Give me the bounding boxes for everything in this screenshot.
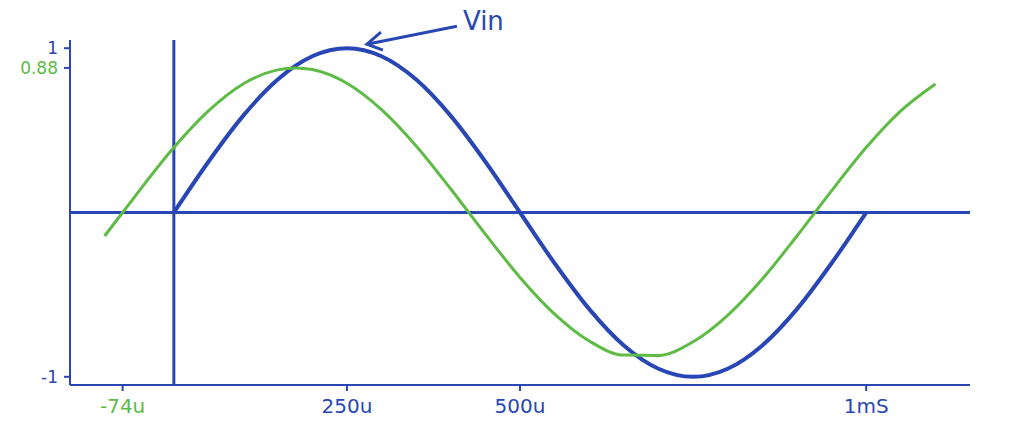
svg-text:250u: 250u <box>321 394 372 418</box>
svg-text:-74u: -74u <box>100 394 145 418</box>
svg-text:-1: -1 <box>41 367 58 387</box>
svg-text:500u: 500u <box>495 394 546 418</box>
svg-text:1mS: 1mS <box>844 394 889 418</box>
svg-text:1: 1 <box>47 38 58 58</box>
svg-text:Vin: Vin <box>463 6 504 36</box>
svg-text:0.88: 0.88 <box>20 58 58 78</box>
